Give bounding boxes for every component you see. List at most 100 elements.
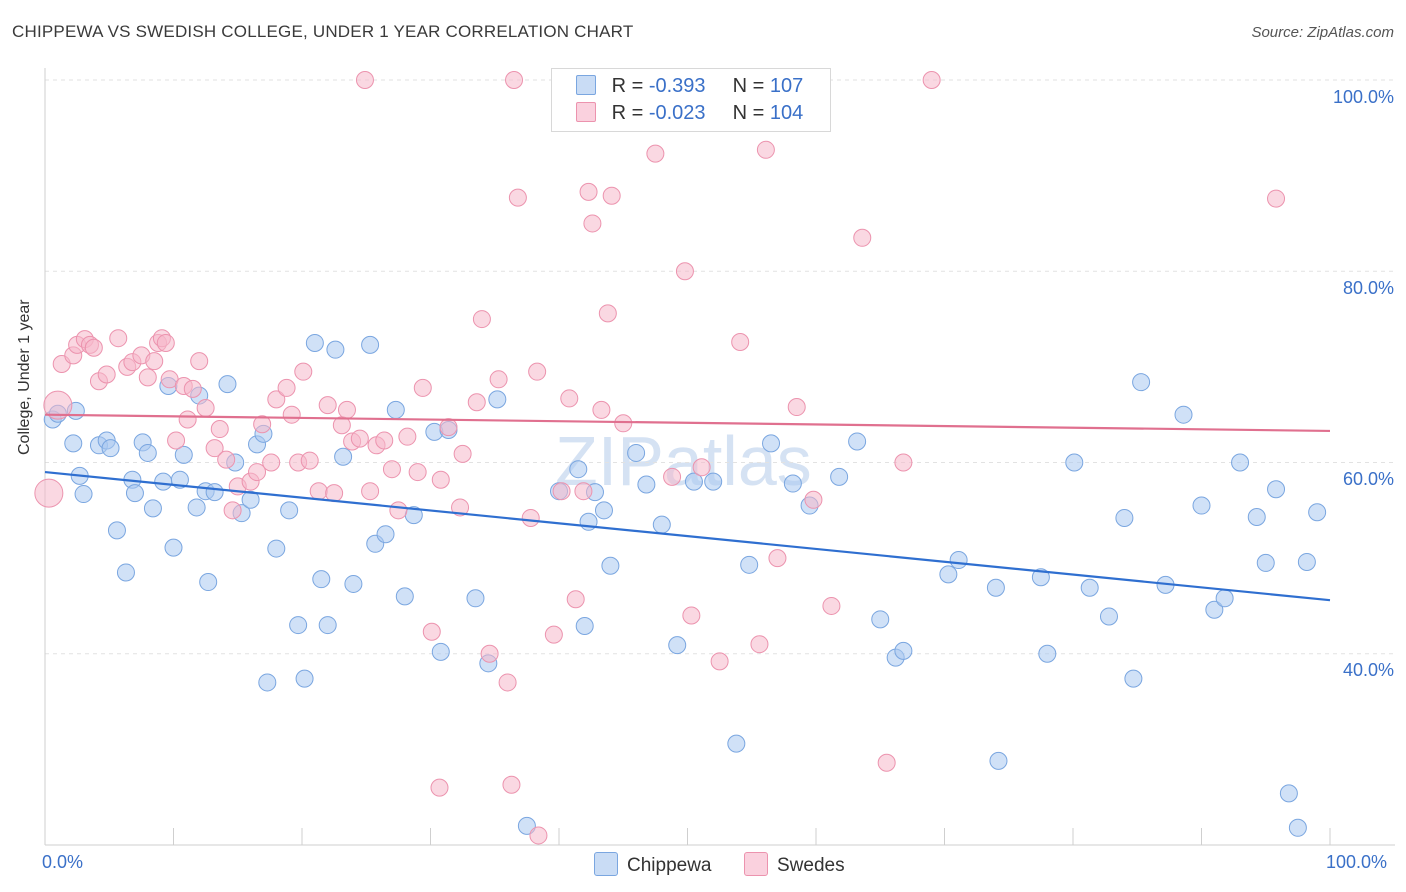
trend-line-chippewa <box>44 470 1331 602</box>
point-chippewa <box>289 616 308 635</box>
point-chippewa <box>101 439 120 458</box>
point-swedes <box>267 390 286 409</box>
point-chippewa <box>174 445 193 464</box>
point-swedes <box>422 622 441 641</box>
point-chippewa <box>1279 784 1298 803</box>
point-swedes <box>528 362 547 381</box>
point-chippewa <box>1124 669 1143 688</box>
point-chippewa <box>74 485 93 504</box>
point-chippewa <box>295 669 314 688</box>
point-chippewa <box>143 499 162 518</box>
point-chippewa <box>376 525 395 544</box>
point-swedes <box>853 228 872 247</box>
point-swedes <box>34 478 64 508</box>
point-chippewa <box>575 617 594 636</box>
point-chippewa <box>267 539 286 558</box>
point-swedes <box>97 365 116 384</box>
point-chippewa <box>1231 453 1250 472</box>
point-swedes <box>375 431 394 450</box>
point-chippewa <box>154 472 173 491</box>
point-swedes <box>350 429 369 448</box>
point-chippewa <box>986 578 1005 597</box>
point-swedes <box>552 482 571 501</box>
point-chippewa <box>627 443 646 462</box>
point-swedes <box>389 501 408 520</box>
trend-line-swedes <box>44 413 1331 433</box>
point-swedes <box>282 405 301 424</box>
point-chippewa <box>218 375 237 394</box>
point-chippewa <box>305 333 324 352</box>
chart-title: CHIPPEWA VS SWEDISH COLLEGE, UNDER 1 YEA… <box>12 22 634 41</box>
point-chippewa <box>1308 503 1327 522</box>
point-swedes <box>922 71 941 89</box>
point-chippewa <box>1174 405 1193 424</box>
y-tick-40: 40.0% <box>1342 660 1394 680</box>
legend-item-chippewa: Chippewa <box>594 852 712 877</box>
point-chippewa <box>466 589 485 608</box>
point-chippewa <box>684 472 703 491</box>
point-swedes <box>508 188 527 207</box>
point-chippewa <box>187 498 206 517</box>
x-tick-0: 0.0% <box>42 852 84 872</box>
point-swedes <box>614 414 633 433</box>
point-swedes <box>413 378 432 397</box>
point-chippewa <box>637 475 656 494</box>
point-swedes <box>318 396 337 415</box>
stats-n-label: N = <box>732 102 765 124</box>
point-chippewa <box>326 340 345 359</box>
stats-row-swedes: R = -0.023 N = 104 <box>576 102 803 126</box>
point-swedes <box>325 484 344 503</box>
point-chippewa <box>164 538 183 557</box>
point-swedes <box>300 451 319 470</box>
point-swedes <box>731 333 750 352</box>
point-chippewa <box>517 816 536 835</box>
point-chippewa <box>280 501 299 520</box>
point-swedes <box>574 482 593 501</box>
point-chippewa <box>1247 508 1266 527</box>
stats-r-value: -0.393 <box>648 75 706 97</box>
source-label: Source: ZipAtlas.com <box>1251 24 1394 41</box>
point-swedes <box>498 673 517 692</box>
point-swedes <box>253 415 272 434</box>
legend-item-swedes: Swedes <box>744 852 845 877</box>
point-chippewa <box>949 551 968 570</box>
point-swedes <box>248 463 267 482</box>
point-swedes <box>84 338 103 357</box>
point-chippewa <box>1132 373 1151 392</box>
y-tick-80: 80.0% <box>1342 278 1394 298</box>
point-chippewa <box>64 434 83 453</box>
point-swedes <box>804 490 823 509</box>
point-swedes <box>602 186 621 205</box>
point-chippewa <box>871 610 890 629</box>
point-chippewa <box>1192 496 1211 515</box>
point-chippewa <box>569 460 588 479</box>
point-swedes <box>431 470 450 489</box>
point-chippewa <box>170 470 189 489</box>
point-chippewa <box>125 484 144 503</box>
point-chippewa <box>241 490 260 509</box>
legend-label-chippewa: Chippewa <box>627 855 712 876</box>
point-swedes <box>583 214 602 233</box>
point-swedes <box>467 393 486 412</box>
point-chippewa <box>312 570 331 589</box>
y-axis-label: College, Under 1 year <box>16 299 33 455</box>
point-chippewa <box>116 563 135 582</box>
point-chippewa <box>1038 644 1057 663</box>
point-swedes <box>355 71 374 89</box>
point-swedes <box>663 467 682 486</box>
point-chippewa <box>205 483 224 502</box>
point-swedes <box>768 549 787 568</box>
point-chippewa <box>668 636 687 655</box>
point-chippewa <box>344 574 363 593</box>
point-chippewa <box>601 556 620 575</box>
point-swedes <box>109 329 128 348</box>
point-swedes <box>579 182 598 201</box>
point-swedes <box>505 71 524 89</box>
point-swedes <box>894 453 913 472</box>
point-swedes <box>756 140 775 159</box>
point-swedes <box>521 508 540 527</box>
point-swedes <box>217 450 236 469</box>
point-swedes <box>223 501 242 520</box>
point-swedes <box>692 458 711 477</box>
point-chippewa <box>199 573 218 592</box>
